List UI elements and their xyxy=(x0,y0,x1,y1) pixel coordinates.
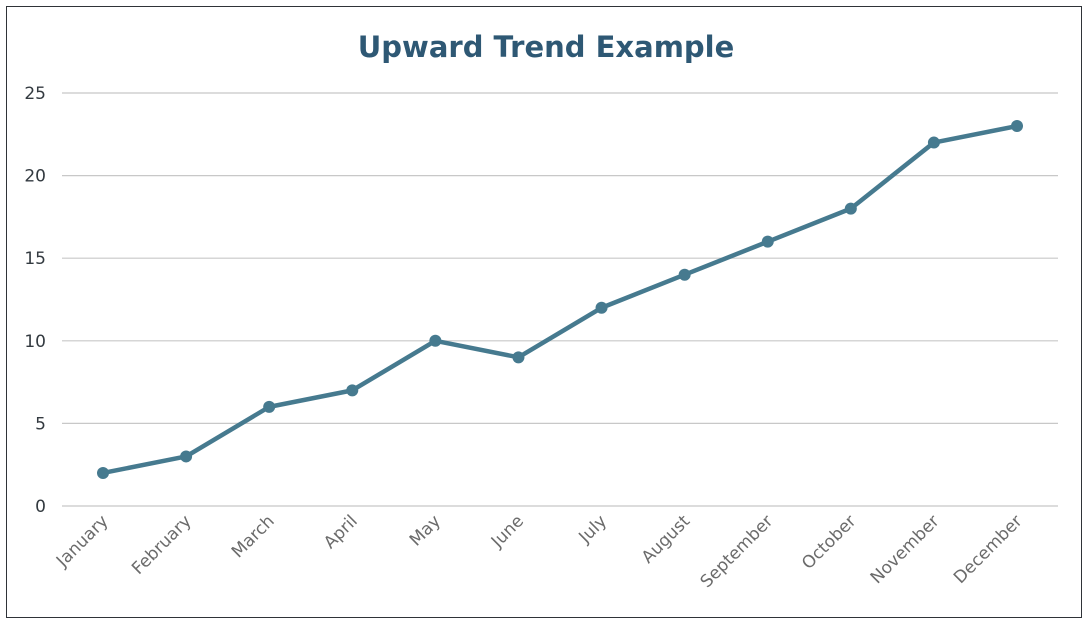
x-tick-label-august: August xyxy=(638,511,694,567)
data-point-january xyxy=(97,466,109,479)
data-point-june xyxy=(512,351,525,364)
x-tick-label-march: March xyxy=(228,511,279,562)
x-tick-label-october: October xyxy=(798,511,860,573)
x-tick-label-april: April xyxy=(320,511,362,553)
data-point-february xyxy=(180,450,193,463)
y-tick-label-0: 0 xyxy=(35,497,46,517)
y-tick-label-20: 20 xyxy=(24,167,46,187)
data-point-november xyxy=(927,136,940,149)
data-point-march xyxy=(263,400,276,413)
data-point-december xyxy=(1011,120,1023,133)
x-tick-label-may: May xyxy=(406,511,445,550)
x-tick-label-january: January xyxy=(52,511,112,571)
data-point-july xyxy=(595,301,608,314)
y-tick-label-25: 25 xyxy=(24,84,46,104)
x-tick-label-december: December xyxy=(950,511,1026,587)
x-tick-label-july: July xyxy=(575,511,611,547)
series-line xyxy=(100,123,1020,476)
series-line-path xyxy=(100,123,1020,476)
data-point-may xyxy=(429,334,442,347)
x-tick-label-june: June xyxy=(487,511,528,552)
y-tick-label-5: 5 xyxy=(35,414,46,434)
chart-frame xyxy=(6,6,1082,618)
x-tick-label-september: September xyxy=(697,511,778,592)
y-axis-ticks: 0 5 10 15 20 25 xyxy=(24,84,46,517)
data-point-october xyxy=(844,202,857,215)
x-tick-label-february: February xyxy=(128,511,195,578)
x-tick-label-november: November xyxy=(867,511,944,588)
y-tick-label-10: 10 xyxy=(24,332,46,352)
x-axis-ticks: January February March April May June July Augu… xyxy=(52,511,1026,592)
gridlines xyxy=(62,92,1058,507)
y-tick-label-15: 15 xyxy=(24,249,46,269)
data-point-august xyxy=(678,268,691,281)
data-point-september xyxy=(761,235,774,248)
data-point-april xyxy=(346,384,359,397)
chart-title: Upward Trend Example xyxy=(357,30,735,64)
data-points xyxy=(97,120,1023,479)
